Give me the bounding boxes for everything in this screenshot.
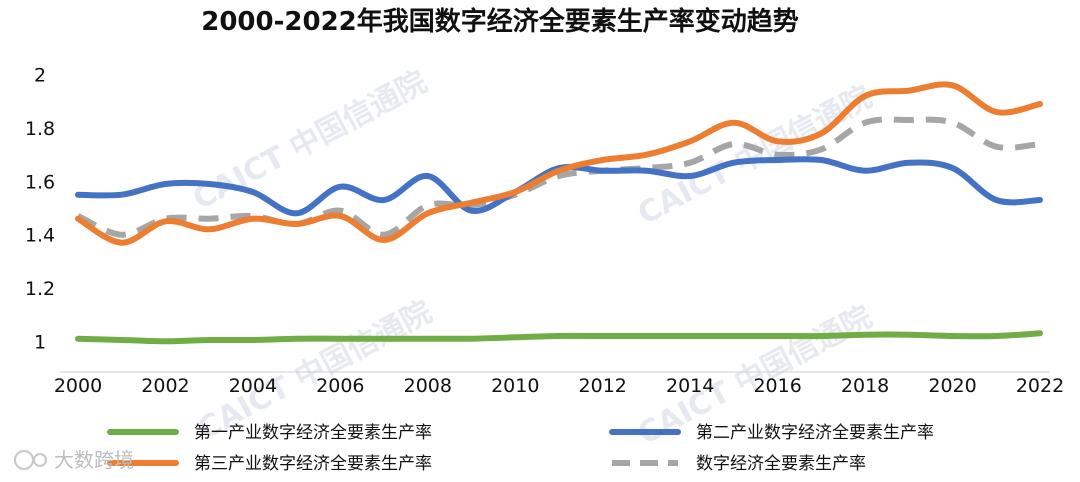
x-tick-label: 2018	[841, 375, 889, 397]
legend-label-primary: 第一产业数字经济全要素生产率	[194, 423, 432, 443]
legend-label-total: 数字经济全要素生产率	[696, 454, 866, 474]
x-tick-label: 2012	[579, 375, 627, 397]
brand-text: 大数跨境	[54, 448, 134, 472]
y-tick-label: 1.2	[25, 278, 55, 300]
series-line-tertiary	[75, 81, 1043, 246]
brand-logo: 大数跨境	[14, 448, 134, 472]
series-line-primary	[75, 330, 1043, 345]
legend: 第一产业数字经济全要素生产率 第二产业数字经济全要素生产率 第三产业数字经济全要…	[107, 423, 934, 474]
chart-title: 2000-2022年我国数字经济全要素生产率变动趋势	[201, 6, 799, 37]
y-tick-label: 1.8	[25, 118, 55, 140]
y-tick-label: 2	[34, 65, 46, 87]
x-tick-label: 2020	[928, 375, 976, 397]
brand-mark-icon-small	[33, 453, 47, 467]
x-tick-label: 2016	[753, 375, 801, 397]
x-tick-label: 2022	[1016, 375, 1064, 397]
legend-label-tertiary: 第三产业数字经济全要素生产率	[194, 454, 432, 474]
x-axis-ticks: 2000 2002 2004 2006 2008 2010 2012 2014 2016 2018…	[54, 375, 1064, 397]
y-tick-label: 1.4	[25, 225, 55, 247]
x-tick-label: 2010	[491, 375, 539, 397]
x-tick-label: 2014	[666, 375, 714, 397]
brand-mark-icon	[14, 450, 34, 470]
watermark-2: CAICT 中国信通院	[632, 79, 877, 232]
x-tick-label: 2000	[54, 375, 102, 397]
legend-label-secondary: 第二产业数字经济全要素生产率	[696, 423, 934, 443]
y-axis-ticks: 1 1.2 1.4 1.6 1.8 2	[25, 65, 55, 354]
series-layer	[75, 81, 1043, 345]
y-tick-label: 1	[34, 331, 46, 353]
x-tick-label: 2006	[316, 375, 364, 397]
y-tick-label: 1.6	[25, 171, 55, 193]
x-tick-label: 2002	[141, 375, 189, 397]
x-tick-label: 2004	[229, 375, 277, 397]
x-tick-label: 2008	[404, 375, 452, 397]
series-line-total	[76, 116, 1041, 238]
